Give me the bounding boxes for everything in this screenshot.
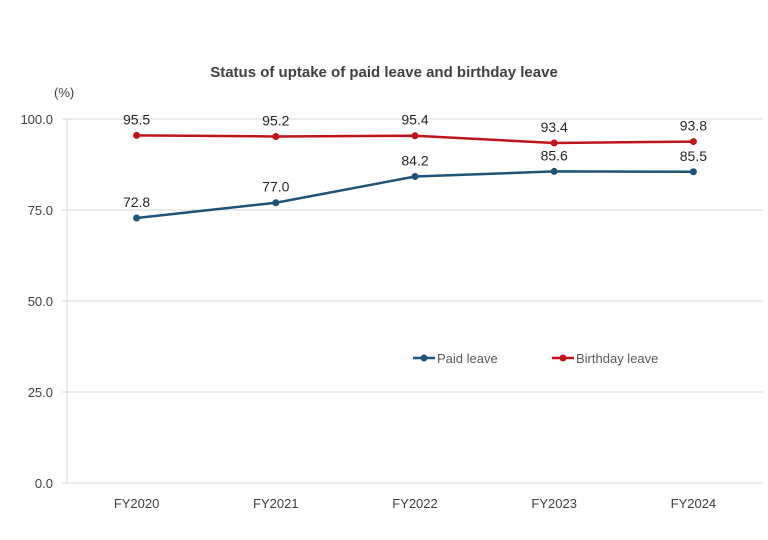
legend-label: Birthday leave: [576, 351, 658, 366]
data-label: 85.6: [541, 147, 568, 163]
data-point: [272, 199, 280, 207]
data-label: 93.4: [541, 119, 568, 135]
y-axis-ticks: 0.0 25.0 50.0 75.0 100.0: [20, 112, 53, 491]
x-tick-label: FY2020: [114, 496, 160, 511]
data-label: 77.0: [262, 179, 289, 195]
y-axis-unit-label: (%): [54, 85, 75, 100]
data-label: 95.4: [401, 112, 428, 128]
data-label: 85.5: [680, 148, 707, 164]
y-tick-label: 75.0: [28, 203, 53, 218]
data-label: 84.2: [401, 153, 428, 169]
data-point: [689, 168, 697, 176]
data-point: [272, 132, 280, 140]
gridlines: [62, 118, 763, 484]
chart-title: Status of uptake of paid leave and birth…: [210, 64, 558, 81]
x-tick-label: FY2024: [671, 496, 717, 511]
y-tick-label: 0.0: [35, 476, 53, 491]
data-point: [133, 131, 141, 139]
data-point: [411, 173, 419, 181]
data-label: 95.2: [262, 112, 289, 128]
x-tick-label: FY2021: [253, 496, 299, 511]
series-group: [133, 131, 697, 222]
data-label: 95.5: [123, 111, 150, 127]
legend: Paid leave Birthday leave: [413, 351, 658, 366]
data-label: 93.8: [680, 118, 707, 134]
data-labels: 72.8 77.0 84.2 85.6 85.5 95.5 95.2 95.4 93.4 93.8: [123, 111, 707, 210]
y-tick-label: 50.0: [28, 294, 53, 309]
legend-marker: [559, 354, 567, 362]
data-point: [411, 132, 419, 140]
x-tick-label: FY2023: [531, 496, 577, 511]
y-tick-label: 100.0: [20, 112, 53, 127]
legend-marker: [420, 354, 428, 362]
legend-label: Paid leave: [437, 351, 498, 366]
x-tick-label: FY2022: [392, 496, 438, 511]
y-tick-label: 25.0: [28, 385, 53, 400]
data-point: [550, 167, 558, 175]
data-point: [550, 139, 558, 147]
data-label: 72.8: [123, 194, 150, 210]
data-point: [689, 138, 697, 146]
x-axis-ticks: FY2020 FY2021 FY2022 FY2023 FY2024: [114, 496, 716, 511]
data-point: [133, 214, 141, 222]
